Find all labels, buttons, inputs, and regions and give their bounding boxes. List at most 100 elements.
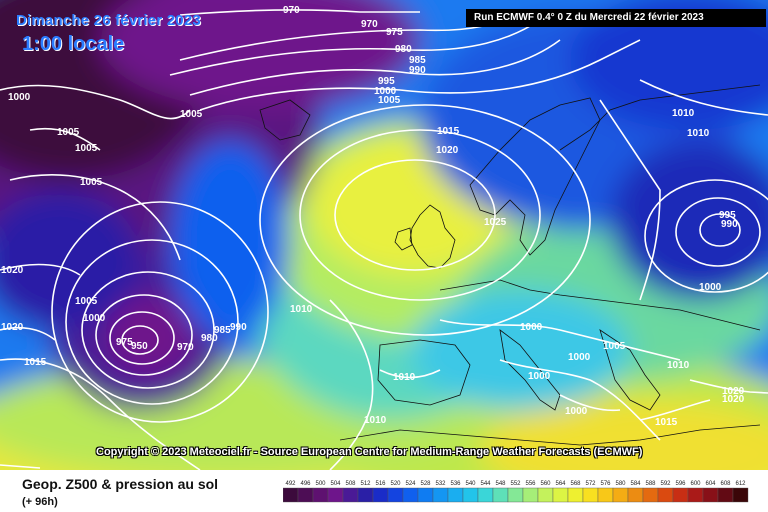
forecast-time-title: 1:00 locale — [22, 33, 125, 55]
forecast-date-title: Dimanche 26 février 2023 — [16, 12, 201, 29]
legend-color-swatch — [522, 487, 539, 503]
legend-tick-label: 492 — [285, 481, 296, 487]
isobar-label: 1020 — [1, 265, 24, 276]
isobar-label: 1010 — [290, 304, 313, 315]
legend-tick-label: 612 — [735, 481, 746, 487]
legend-tick-label: 576 — [600, 481, 611, 487]
legend-color-swatch — [462, 487, 479, 503]
legend-tick-label: 512 — [360, 481, 371, 487]
legend-color-swatch — [297, 487, 314, 503]
legend-tick-label: 556 — [525, 481, 536, 487]
legend-tick-label: 544 — [480, 481, 491, 487]
legend-color-swatch — [387, 487, 404, 503]
isobar-label: 1000 — [374, 86, 397, 97]
legend-tick-label: 520 — [390, 481, 401, 487]
legend-tick-label: 540 — [465, 481, 476, 487]
legend-tick-label: 508 — [345, 481, 356, 487]
legend-tick-label: 532 — [435, 481, 446, 487]
legend-color-swatch — [507, 487, 524, 503]
legend-tick-label: 604 — [705, 481, 716, 487]
isobar-label: 990 — [230, 322, 247, 333]
legend-color-swatch — [717, 487, 734, 503]
isobar-label: 975 — [386, 27, 403, 38]
legend-tick-label: 588 — [645, 481, 656, 487]
legend-color-swatch — [432, 487, 449, 503]
legend-color-swatch — [402, 487, 419, 503]
legend-tick-label: 504 — [330, 481, 341, 487]
color-scale-legend: 492 496 500 504 508 512 516 520 524 528 532 536 540 5… — [283, 481, 749, 503]
isobar-label: 1000 — [699, 282, 722, 293]
legend-color-swatch — [657, 487, 674, 503]
isobar-label: 970 — [283, 5, 300, 16]
legend-tick-label: 552 — [510, 481, 521, 487]
legend-tick-label: 496 — [300, 481, 311, 487]
legend-color-swatch — [312, 487, 329, 503]
isobar-label: 1005 — [603, 341, 626, 352]
isobar-label: 975 — [116, 337, 133, 348]
isobar-label: 1005 — [378, 95, 401, 106]
isobar-label: 1015 — [655, 417, 678, 428]
legend-tick-label: 580 — [615, 481, 626, 487]
legend-color-swatch — [642, 487, 659, 503]
copyright-text: Copyright © 2023 Meteociel.fr - Source E… — [96, 446, 643, 458]
isobar-label: 1000 — [568, 352, 591, 363]
isobar-label: 1020 — [436, 145, 459, 156]
isobar-label: 1020 — [722, 394, 745, 405]
isobar-label: 1000 — [528, 371, 551, 382]
isobar-label: 1005 — [75, 143, 98, 154]
legend-color-swatch — [582, 487, 599, 503]
weather-map: 970 970 975 980 985 990 995 1000 1005 1000 1005 100… — [0, 0, 768, 470]
map-canvas: 9709709759809859909951000100510001005100… — [0, 0, 768, 470]
isobar-label: 1010 — [687, 128, 710, 139]
legend-color-swatch — [552, 487, 569, 503]
isobar-label: 990 — [409, 65, 426, 76]
legend-color-swatch — [477, 487, 494, 503]
isobar-label: 1020 — [722, 386, 745, 397]
legend-color-swatch — [342, 487, 359, 503]
isobar-label: 985 — [409, 55, 426, 66]
legend-tick-label: 596 — [675, 481, 686, 487]
isobar-label: 980 — [395, 44, 412, 55]
legend-tick-label: 608 — [720, 481, 731, 487]
isobar-label: 970 — [177, 342, 194, 353]
footer-bar: Geop. Z500 & pression au sol (+ 96h) 492… — [0, 470, 768, 512]
isobar-label: 1010 — [393, 372, 416, 383]
legend-tick-label: 564 — [555, 481, 566, 487]
isobar-label: 995 — [378, 76, 395, 87]
map-variable-title: Geop. Z500 & pression au sol — [22, 476, 219, 492]
forecast-lead-time: (+ 96h) — [22, 496, 58, 508]
legend-color-swatch — [597, 487, 614, 503]
legend-color-swatch — [372, 487, 389, 503]
legend-tick-label: 584 — [630, 481, 641, 487]
legend-tick-label: 516 — [375, 481, 386, 487]
isobar-label: 995 — [719, 210, 736, 221]
isobar-label: 980 — [201, 333, 218, 344]
isobar-label: 1005 — [80, 177, 103, 188]
legend-tick-label: 568 — [570, 481, 581, 487]
legend-color-swatch — [612, 487, 629, 503]
legend-color-swatch — [732, 487, 749, 503]
isobar-label: 1010 — [672, 108, 695, 119]
legend-tick-label: 524 — [405, 481, 416, 487]
isobar-label: 1000 — [520, 322, 543, 333]
legend-tick-label: 500 — [315, 481, 326, 487]
legend-color-swatch — [417, 487, 434, 503]
legend-color-swatch — [702, 487, 719, 503]
isobar-label: 1020 — [1, 322, 24, 333]
legend-color-swatch — [492, 487, 509, 503]
legend-color-swatch — [283, 487, 299, 503]
legend-color-swatch — [567, 487, 584, 503]
legend-color-swatch — [327, 487, 344, 503]
isobar-label: 950 — [131, 341, 148, 352]
isobar-label: 1005 — [75, 296, 98, 307]
isobar-label: 1000 — [565, 406, 588, 417]
legend-color-swatch — [627, 487, 644, 503]
run-info-banner: Run ECMWF 0.4° 0 Z du Mercredi 22 févrie… — [466, 9, 766, 27]
legend-tick-label: 528 — [420, 481, 431, 487]
isobar-label: 1005 — [57, 127, 80, 138]
coastlines — [259, 84, 761, 446]
legend-color-swatch — [357, 487, 374, 503]
isobar-label: 1025 — [484, 217, 507, 228]
isobar-label: 985 — [214, 325, 231, 336]
isobar-labels: 9709709759809859909951000100510001005100… — [1, 5, 745, 428]
